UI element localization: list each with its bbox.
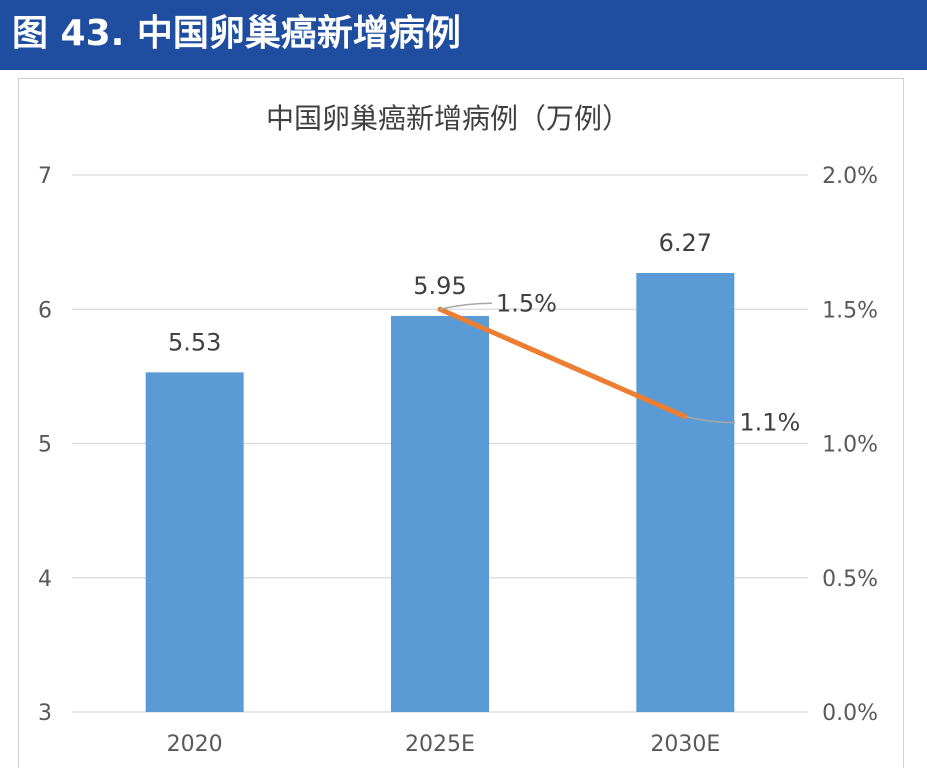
growth-value-label: 1.5% [496,289,557,317]
y-right-tick-label: 1.5% [822,298,878,323]
growth-value-label: 1.1% [739,409,800,437]
figure-title: 图 43. 中国卵巢癌新增病例 [12,13,461,54]
y-left-tick-label: 5 [38,433,52,458]
y-right-tick-label: 2.0% [822,164,878,189]
figure-header-banner: 图 43. 中国卵巢癌新增病例 [0,0,927,70]
y-right-tick-label: 1.0% [822,433,878,458]
x-tick-label: 2030E [650,732,720,757]
y-left-tick-label: 7 [38,164,52,189]
x-tick-label: 2025E [405,732,475,757]
bar-value-label: 5.95 [413,272,466,300]
y-left-tick-label: 4 [38,567,52,592]
y-left-tick-label: 6 [38,298,52,323]
bar-value-label: 5.53 [168,328,221,356]
bar-value-label: 6.27 [659,229,712,257]
bar [391,315,489,712]
bar [145,372,244,712]
y-left-tick-label: 3 [38,701,52,726]
chart-title: 中国卵巢癌新增病例（万例） [266,102,630,135]
x-tick-label: 2020 [167,732,223,757]
chart-frame [18,78,904,768]
leader-line [685,415,736,424]
leader-line [439,302,493,310]
y-right-tick-label: 0.5% [822,567,878,592]
y-right-tick-label: 0.0% [822,701,878,726]
bar [636,273,735,712]
growth-line [437,306,688,420]
